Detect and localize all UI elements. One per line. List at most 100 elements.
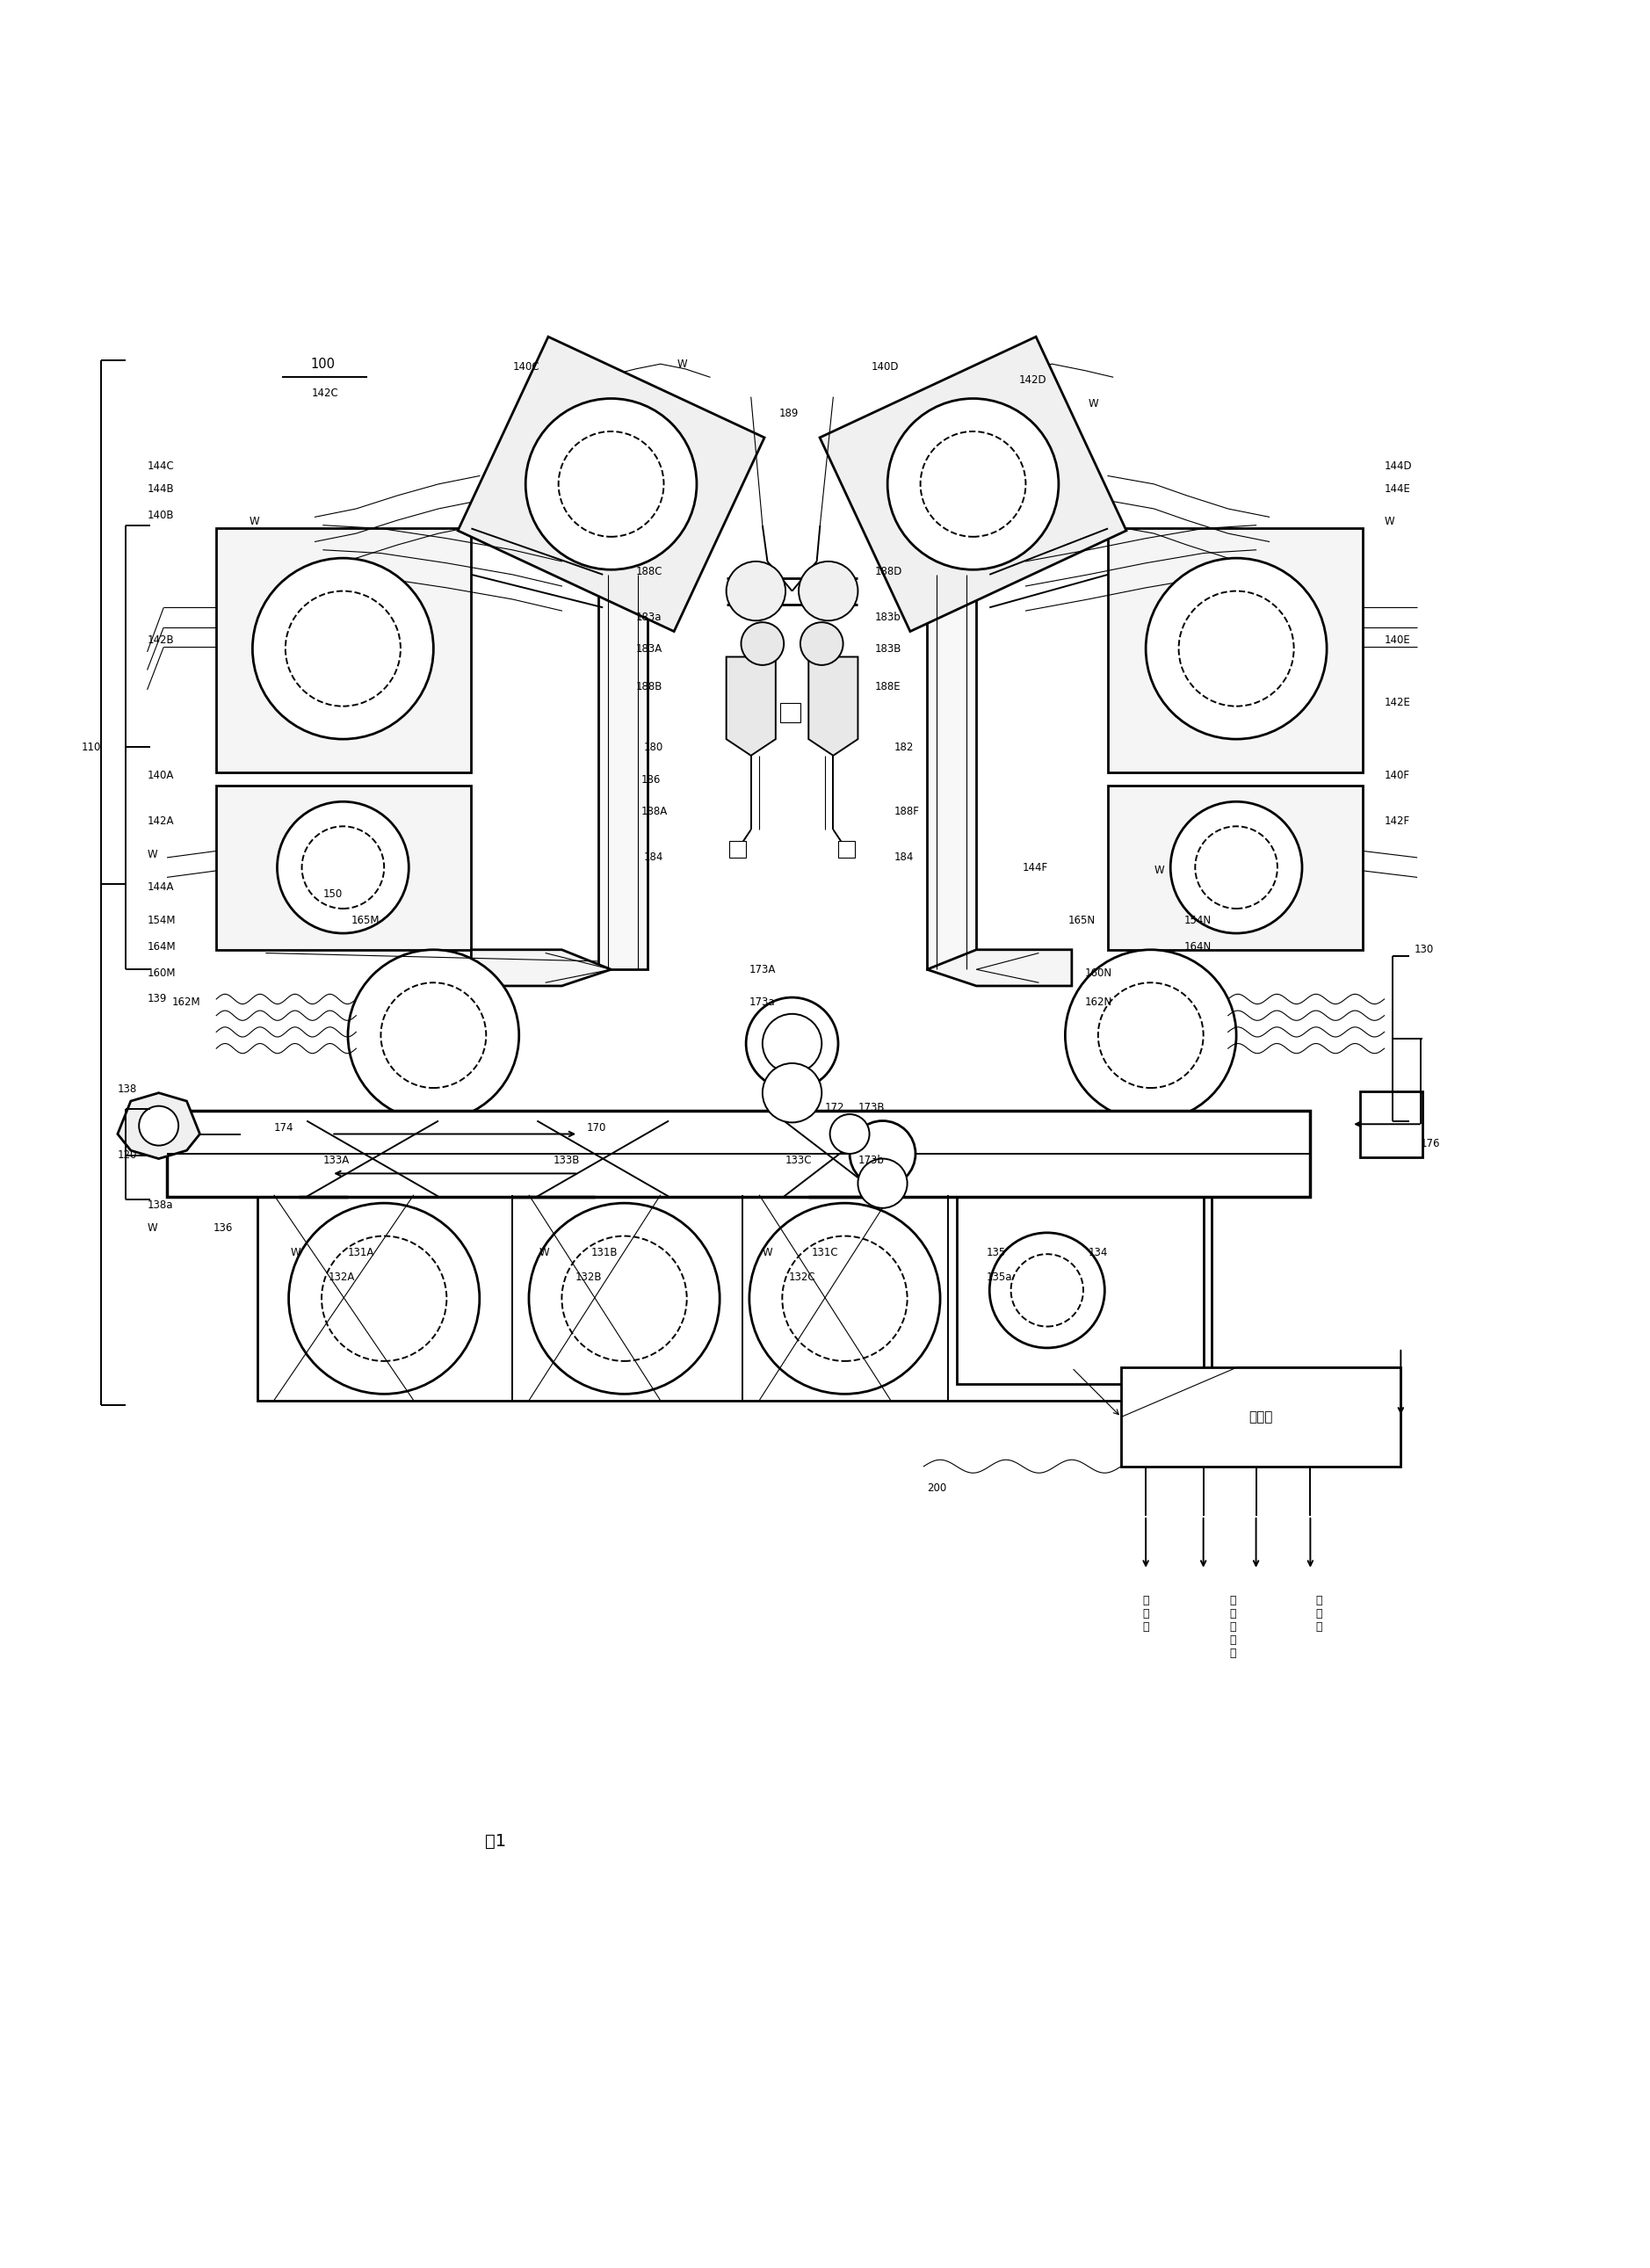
Text: 173b: 173b <box>858 1154 884 1166</box>
Text: 182: 182 <box>894 742 914 753</box>
Text: 144B: 144B <box>147 483 175 494</box>
Circle shape <box>1066 950 1236 1120</box>
Text: W: W <box>540 1247 549 1259</box>
Polygon shape <box>820 336 1127 631</box>
Text: W: W <box>249 517 259 528</box>
Text: 160M: 160M <box>147 966 177 978</box>
Polygon shape <box>117 1093 200 1159</box>
Bar <box>216 528 472 771</box>
Text: 142F: 142F <box>1384 816 1411 828</box>
Text: 131C: 131C <box>812 1247 838 1259</box>
Text: 165N: 165N <box>1069 914 1096 925</box>
Circle shape <box>561 1236 686 1361</box>
Text: 189: 189 <box>779 408 799 420</box>
Text: 各
阀
门: 各 阀 门 <box>1315 1594 1322 1633</box>
Text: 173B: 173B <box>858 1102 884 1114</box>
Text: 132C: 132C <box>789 1272 815 1284</box>
Text: 110: 110 <box>81 742 101 753</box>
Text: W: W <box>147 1222 157 1234</box>
Text: 183b: 183b <box>874 612 901 624</box>
Circle shape <box>830 1114 870 1154</box>
Circle shape <box>1178 592 1294 705</box>
Text: 139: 139 <box>147 993 167 1005</box>
Polygon shape <box>808 658 858 755</box>
Text: 133B: 133B <box>553 1154 581 1166</box>
Text: 184: 184 <box>644 853 663 864</box>
Text: W: W <box>1384 517 1394 528</box>
Text: 144A: 144A <box>147 882 173 894</box>
Circle shape <box>749 1202 940 1395</box>
Circle shape <box>1099 982 1203 1089</box>
Bar <box>1107 528 1363 771</box>
Circle shape <box>858 1159 908 1209</box>
Circle shape <box>726 562 785 621</box>
Text: 170: 170 <box>586 1123 606 1134</box>
Text: 120: 120 <box>117 1150 137 1161</box>
Circle shape <box>799 562 858 621</box>
Text: 138a: 138a <box>147 1200 173 1211</box>
Bar <box>216 785 472 950</box>
Text: 188D: 188D <box>874 565 903 576</box>
Text: 142E: 142E <box>1384 696 1411 708</box>
Circle shape <box>746 998 838 1089</box>
Circle shape <box>302 826 384 909</box>
Text: 154N: 154N <box>1183 914 1211 925</box>
Circle shape <box>558 431 663 538</box>
Text: 144D: 144D <box>1384 460 1412 472</box>
Bar <box>957 1195 1203 1383</box>
Text: 140B: 140B <box>147 510 173 522</box>
Circle shape <box>921 431 1026 538</box>
Text: 140F: 140F <box>1384 769 1409 780</box>
Circle shape <box>348 950 520 1120</box>
Text: 183a: 183a <box>635 612 662 624</box>
Bar <box>257 1195 1211 1402</box>
Bar <box>167 1111 1310 1198</box>
Text: W: W <box>762 1247 772 1259</box>
Circle shape <box>800 621 843 665</box>
Text: 142A: 142A <box>147 816 173 828</box>
Text: 164M: 164M <box>147 941 177 953</box>
Text: 130: 130 <box>1414 943 1434 955</box>
Text: 188C: 188C <box>635 565 663 576</box>
Circle shape <box>530 1202 719 1395</box>
Text: W: W <box>1153 864 1165 875</box>
Bar <box>927 574 977 968</box>
Circle shape <box>252 558 434 739</box>
Text: 176: 176 <box>1421 1139 1440 1150</box>
Text: 144E: 144E <box>1384 483 1411 494</box>
Text: 164N: 164N <box>1183 941 1211 953</box>
Text: 132A: 132A <box>328 1272 355 1284</box>
Text: 186: 186 <box>640 776 660 787</box>
Text: 图1: 图1 <box>485 1833 507 1851</box>
Text: 180: 180 <box>644 742 663 753</box>
Text: 188E: 188E <box>874 680 901 692</box>
Text: 142B: 142B <box>147 635 175 646</box>
Text: 135a: 135a <box>987 1272 1011 1284</box>
Bar <box>780 703 800 723</box>
Circle shape <box>850 1120 916 1186</box>
Text: 140A: 140A <box>147 769 173 780</box>
Text: W: W <box>1089 397 1099 408</box>
Circle shape <box>782 1236 908 1361</box>
Circle shape <box>277 801 409 932</box>
Bar <box>1107 785 1363 950</box>
Text: 135: 135 <box>987 1247 1006 1259</box>
Circle shape <box>990 1234 1104 1347</box>
Circle shape <box>289 1202 480 1395</box>
Bar <box>838 841 855 857</box>
Text: 控制部: 控制部 <box>1249 1411 1274 1424</box>
Text: W: W <box>290 1247 300 1259</box>
Text: 138: 138 <box>117 1084 137 1095</box>
Text: 183A: 183A <box>635 642 662 655</box>
Circle shape <box>322 1236 447 1361</box>
Text: 131B: 131B <box>591 1247 619 1259</box>
Text: W: W <box>147 848 157 860</box>
Circle shape <box>1170 801 1302 932</box>
Text: 142D: 142D <box>1020 374 1046 386</box>
Text: 140E: 140E <box>1384 635 1411 646</box>
Text: 154M: 154M <box>147 914 177 925</box>
Polygon shape <box>472 950 610 987</box>
Circle shape <box>888 399 1059 569</box>
Text: 173a: 173a <box>749 996 776 1007</box>
Text: 173A: 173A <box>749 964 776 975</box>
